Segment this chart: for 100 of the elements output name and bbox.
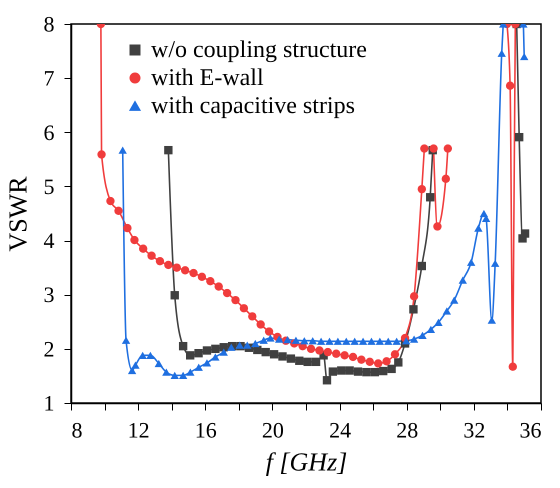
point — [328, 367, 338, 376]
point — [260, 336, 268, 344]
point — [444, 144, 452, 153]
point — [426, 193, 434, 202]
y-axis-title: VSWR — [4, 176, 32, 252]
point — [180, 266, 190, 275]
point — [410, 292, 418, 301]
y-tick-label: 2 — [44, 336, 54, 362]
point — [231, 296, 240, 304]
point — [274, 335, 284, 343]
point — [402, 337, 410, 344]
point — [266, 334, 275, 342]
point — [306, 344, 316, 354]
point — [131, 361, 140, 369]
point — [474, 224, 483, 232]
point — [178, 372, 188, 380]
x-tick-label: 16 — [194, 418, 217, 442]
point — [222, 288, 232, 298]
point — [394, 358, 403, 367]
point — [418, 262, 426, 270]
point — [520, 229, 530, 238]
point — [286, 354, 296, 363]
point — [220, 343, 228, 352]
point — [251, 340, 260, 348]
x-tick-label: 24 — [329, 418, 352, 442]
point — [123, 224, 132, 232]
point — [488, 316, 496, 324]
point — [128, 366, 136, 374]
point — [324, 348, 332, 356]
legend-label: with E-wall — [151, 65, 264, 91]
point — [178, 342, 188, 350]
x-axis-title: f [GHz] — [266, 448, 348, 476]
point — [337, 366, 346, 375]
point — [514, 132, 524, 142]
point — [367, 338, 376, 345]
point — [270, 350, 278, 358]
point — [262, 348, 270, 356]
point — [358, 338, 368, 345]
point — [211, 344, 220, 354]
point — [382, 357, 391, 366]
point — [186, 351, 194, 360]
point — [442, 174, 450, 184]
point — [316, 338, 326, 345]
point — [130, 236, 139, 244]
point — [122, 336, 130, 344]
point — [357, 356, 366, 364]
point — [186, 368, 195, 376]
point — [345, 366, 354, 375]
point — [366, 358, 374, 366]
point — [278, 352, 287, 361]
point — [300, 337, 309, 344]
point — [170, 291, 179, 300]
point — [240, 304, 248, 312]
point — [334, 338, 342, 345]
point — [418, 332, 427, 339]
y-tick-label: 7 — [44, 66, 54, 91]
y-tick-label: 4 — [44, 228, 54, 254]
point — [350, 338, 359, 345]
point — [220, 348, 228, 356]
point — [138, 352, 147, 359]
point — [295, 356, 304, 365]
point — [214, 282, 223, 291]
point — [106, 196, 115, 206]
point — [362, 368, 371, 376]
point — [308, 337, 317, 344]
point — [410, 335, 418, 343]
x-tick-label: 36 — [520, 418, 542, 442]
point — [332, 350, 340, 358]
x-tick-label: 8 — [72, 418, 82, 442]
point — [170, 372, 179, 380]
point — [97, 150, 106, 159]
point — [434, 318, 443, 326]
point — [162, 368, 171, 376]
point — [322, 376, 332, 384]
y-tick-label: 8 — [44, 12, 54, 36]
point — [164, 260, 173, 270]
point — [348, 352, 358, 362]
point — [194, 349, 203, 358]
point — [206, 277, 215, 286]
point — [387, 364, 396, 374]
point — [325, 338, 334, 345]
point — [506, 82, 514, 90]
point — [138, 244, 148, 253]
point — [202, 359, 212, 367]
point — [292, 336, 300, 344]
point — [198, 272, 206, 282]
point — [156, 256, 164, 266]
point — [379, 366, 388, 376]
point — [315, 346, 324, 355]
point — [194, 364, 203, 371]
point — [342, 338, 350, 345]
point — [450, 296, 458, 304]
point — [303, 358, 312, 366]
x-tick-label: 32 — [463, 418, 486, 442]
x-tick-label: 20 — [262, 418, 284, 442]
point — [384, 338, 392, 345]
point — [211, 353, 220, 361]
point — [164, 146, 173, 154]
point — [420, 144, 429, 153]
y-tick-label: 1 — [44, 390, 54, 416]
